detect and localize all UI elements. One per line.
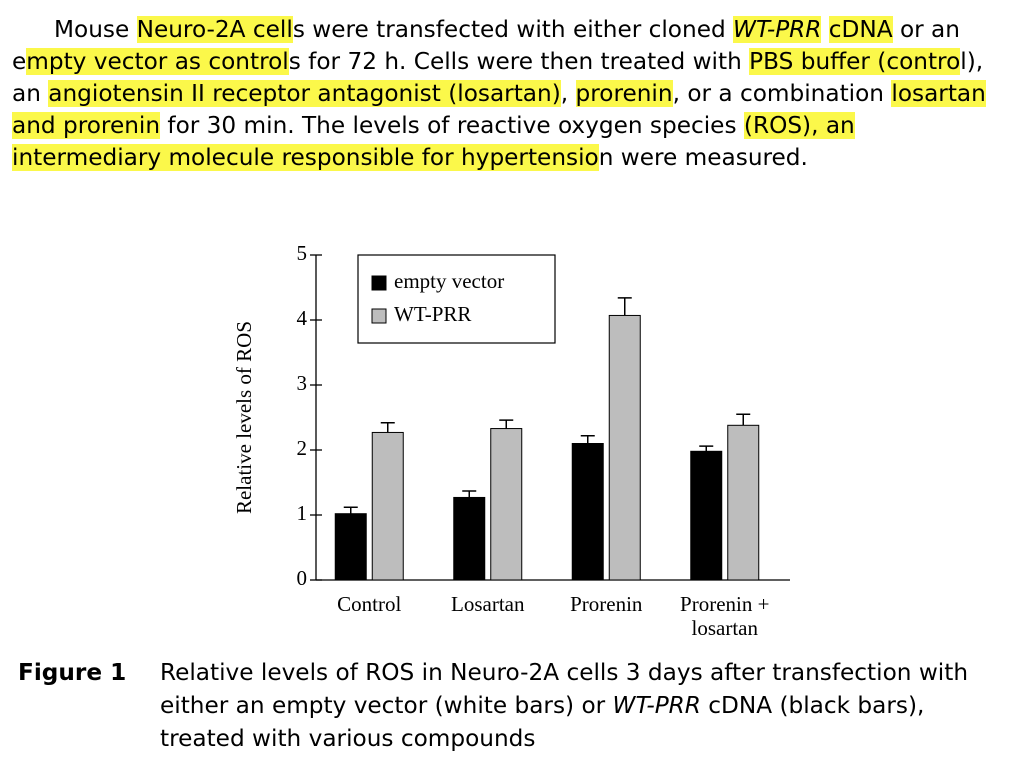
text: l), an	[12, 48, 984, 107]
highlighted-text: PBS buffer (contro	[749, 48, 961, 75]
x-tick-label: Losartan	[451, 592, 525, 616]
y-tick-label: 2	[297, 436, 308, 460]
error-bar	[380, 421, 395, 433]
y-tick-label: 0	[297, 566, 308, 590]
y-axis-label: Relative levels of ROS	[232, 321, 256, 514]
bar	[371, 431, 404, 581]
text: , or a combination	[672, 80, 892, 107]
bar	[453, 496, 486, 581]
error-bar	[699, 445, 714, 452]
caption-segment: WT-PRR	[612, 692, 701, 719]
x-tick-label: Control	[337, 592, 402, 616]
highlighted-text: WT-PRR	[733, 16, 822, 43]
bar	[608, 314, 641, 581]
highlighted-text: Neuro-2A cell	[136, 16, 293, 43]
caption-segment: Relative levels of ROS in Neuro-2A cells…	[160, 659, 969, 719]
highlighted-text: cDNA	[828, 16, 893, 43]
text	[821, 16, 828, 43]
caption: Figure 1 Relative levels of ROS in Neuro…	[18, 656, 1008, 755]
caption-segment: cDNA (black bars), treated with various …	[160, 692, 925, 752]
x-tick-label: Prorenin	[570, 592, 643, 616]
y-tick-label: 5	[297, 241, 308, 265]
legend-swatch	[371, 308, 387, 324]
highlighted-text: mpty vector as control	[26, 48, 289, 75]
error-bar	[736, 413, 751, 426]
text: ,	[560, 80, 576, 107]
error-bar	[343, 506, 358, 514]
text: s were transfected with either cloned	[292, 16, 734, 43]
highlighted-text: prorenin	[575, 80, 673, 107]
x-tick-label: Prorenin + losartan	[680, 592, 770, 640]
bar	[690, 450, 723, 581]
error-bar	[462, 490, 477, 498]
y-tick-label: 4	[297, 306, 308, 330]
bar	[490, 428, 523, 581]
y-tick-label: 1	[297, 501, 308, 525]
error-bar	[499, 419, 514, 429]
text: or an e	[12, 16, 960, 75]
chart: 0 1 2 3 4 5 Relative levels of ROS empty vector…	[232, 241, 790, 590]
caption-text: Relative levels of ROS in Neuro-2A cells…	[160, 656, 1000, 755]
text: for 30 min. The levels of reactive oxyge…	[160, 112, 744, 139]
error-bar	[580, 434, 595, 444]
bar	[334, 513, 367, 581]
bar	[727, 424, 760, 581]
bar	[571, 443, 604, 581]
legend-label: empty vector	[394, 269, 504, 293]
error-bar	[617, 297, 632, 316]
y-tick-label: 3	[297, 371, 308, 395]
highlighted-text: angiotensin II receptor antagonist (losa…	[48, 80, 561, 107]
text: s for 72 h. Cells were then treated with	[288, 48, 750, 75]
text: n were measured.	[598, 144, 808, 171]
paragraph: Mouse Neuro-2A cells were transfected wi…	[12, 14, 997, 174]
legend-swatch	[371, 275, 387, 291]
text: Mouse	[54, 16, 137, 43]
legend-box	[357, 254, 556, 344]
legend-label: WT-PRR	[394, 302, 471, 326]
caption-label: Figure 1	[18, 659, 127, 686]
